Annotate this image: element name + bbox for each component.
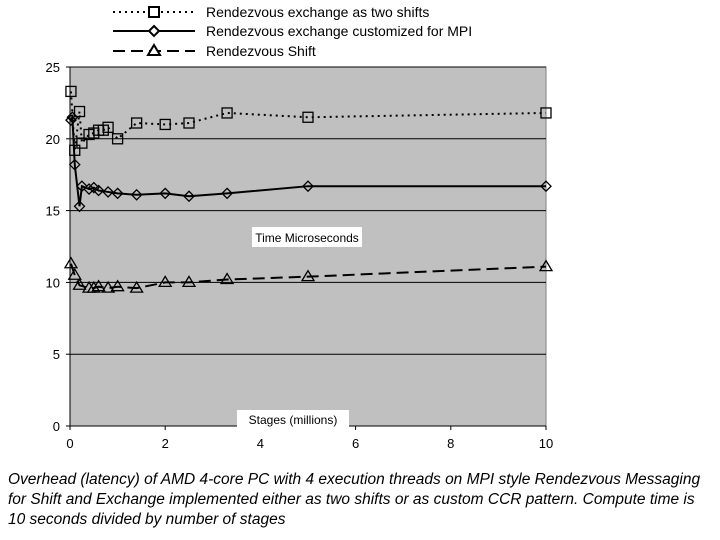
y-tick-label: 10 (46, 275, 60, 290)
legend-label: Rendezvous exchange as two shifts (206, 4, 429, 20)
data-point-square (302, 111, 314, 123)
data-point-diamond (130, 188, 143, 201)
legend-marker-square (148, 6, 160, 18)
data-point-diamond (73, 200, 86, 213)
data-point-diamond (66, 111, 79, 124)
legend-marker-triangle (146, 43, 162, 56)
legend-marker-diamond (147, 24, 161, 38)
y-axis-label-box (252, 227, 362, 247)
y-tick-label: 0 (53, 419, 60, 434)
y-tick-label: 25 (46, 60, 60, 75)
latency-chart: Rendezvous exchange as two shifts Rendezv… (46, 4, 554, 451)
data-point-square (159, 118, 171, 131)
data-point-diamond (75, 180, 88, 193)
x-tick-label: 10 (539, 436, 553, 451)
data-point-square (102, 121, 114, 133)
data-point-triangle (100, 280, 116, 293)
data-point-diamond (111, 187, 124, 200)
data-point-diamond (87, 181, 100, 194)
data-point-diamond (65, 114, 77, 127)
series-layer (63, 85, 554, 293)
data-point-square (540, 107, 552, 119)
y-axis-label: Time Microseconds (252, 227, 362, 247)
gridlines (70, 66, 546, 355)
x-tick-label: 2 (162, 436, 169, 451)
data-point-square (221, 107, 233, 119)
data-point-square (111, 133, 124, 145)
data-point-diamond (302, 180, 314, 193)
data-point-square (130, 117, 143, 129)
data-point-triangle (63, 256, 79, 269)
data-point-triangle (86, 280, 101, 293)
figure-caption: Overhead (latency) of AMD 4-core PC with… (8, 471, 701, 528)
data-point-diamond (83, 183, 95, 195)
y-tick-label: 5 (53, 347, 60, 362)
data-point-triangle (129, 280, 144, 293)
x-axis-label: Stages (millions) (237, 410, 349, 430)
y-axis-label-text: Time Microseconds (255, 231, 359, 245)
data-point-square (73, 105, 86, 118)
x-axis-label-text: Stages (millions) (249, 413, 338, 427)
legend-item-square: Rendezvous exchange as two shifts (113, 4, 429, 20)
data-point-diamond (540, 180, 552, 193)
data-point-triangle (219, 272, 235, 285)
x-tick-label: 4 (257, 436, 264, 451)
series-triangle (63, 256, 554, 293)
chart-legend: Rendezvous exchange as two shifts Rendezv… (113, 4, 472, 59)
data-point-diamond (68, 158, 81, 171)
legend-item-diamond: Rendezvous exchange customized for MPI (113, 23, 472, 39)
y-tick-label: 20 (46, 132, 60, 147)
data-point-triangle (158, 275, 173, 288)
data-point-diamond (159, 187, 172, 200)
legend-label: Rendezvous exchange customized for MPI (206, 23, 472, 39)
data-point-triangle (110, 279, 125, 292)
data-point-diamond (102, 186, 114, 198)
y-tick-label: 15 (46, 204, 60, 219)
series-diamond (65, 111, 552, 213)
data-point-triangle (91, 279, 106, 292)
x-tick-label: 6 (352, 436, 359, 451)
data-point-triangle (538, 259, 554, 272)
x-axis-label-box (237, 410, 349, 430)
data-point-square (76, 137, 88, 149)
data-point-square (183, 117, 195, 129)
series-square (65, 85, 552, 156)
data-point-diamond (183, 190, 195, 203)
data-point-triangle (67, 267, 82, 280)
x-tick-label: 8 (447, 436, 454, 451)
data-point-triangle (181, 275, 197, 288)
data-point-triangle (300, 269, 316, 282)
data-point-triangle (72, 278, 87, 290)
data-point-square (65, 85, 77, 98)
legend-label: Rendezvous Shift (206, 43, 316, 59)
legend-item-triangle: Rendezvous Shift (113, 43, 316, 59)
x-tick-label: 0 (66, 436, 73, 451)
data-point-diamond (92, 184, 105, 197)
data-point-diamond (221, 187, 233, 200)
y-tick-labels: 0 5 10 15 20 25 (46, 60, 70, 434)
